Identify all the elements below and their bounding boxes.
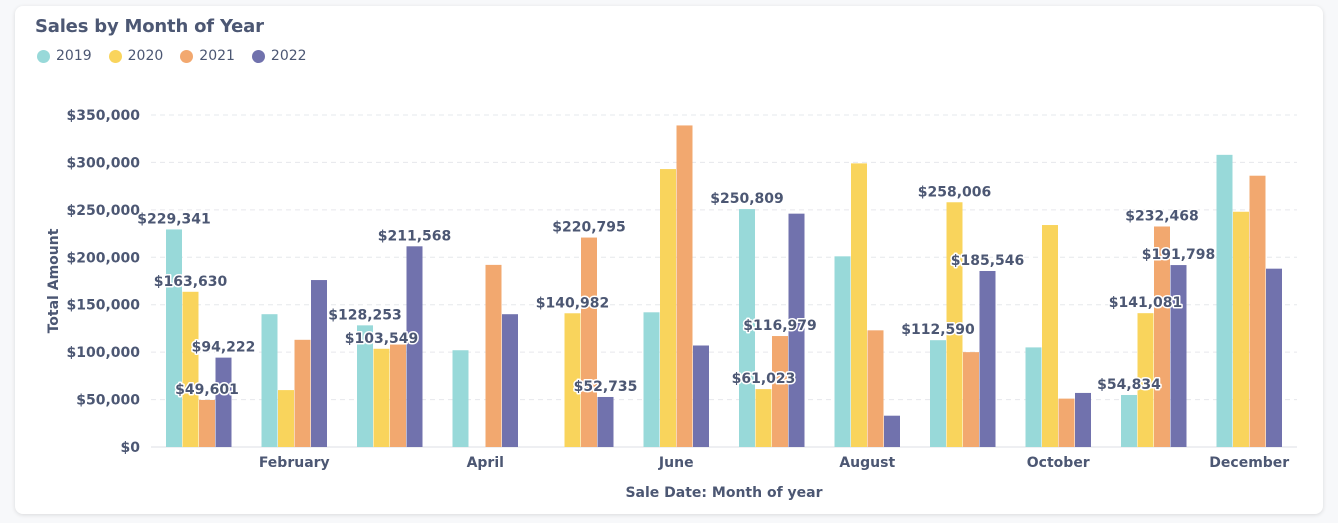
legend-dot xyxy=(180,49,194,63)
data-label: $250,809 xyxy=(710,191,784,207)
bar-2020-november[interactable] xyxy=(1137,313,1154,447)
bar-2021-september[interactable] xyxy=(963,352,979,447)
bar-2021-december[interactable] xyxy=(1249,175,1266,448)
x-axis-label: Sale Date: Month of year xyxy=(625,485,822,501)
bar-2022-april[interactable] xyxy=(502,314,518,447)
x-tick-label: December xyxy=(1209,455,1289,471)
data-label: $49,601 xyxy=(175,382,239,398)
bar-2022-july[interactable] xyxy=(788,213,805,447)
y-tick-label: $100,000 xyxy=(66,345,140,361)
bar-2021-march[interactable] xyxy=(390,344,406,447)
data-label: $191,798 xyxy=(1142,247,1216,263)
y-tick-label: $250,000 xyxy=(66,203,140,219)
data-label: $229,341 xyxy=(137,211,211,227)
bar-2019-july[interactable] xyxy=(739,209,755,447)
data-label: $112,590 xyxy=(901,322,975,338)
bar-chart: $0 $50,000 $100,000 $150,000 $200,000 $250,00… xyxy=(46,108,1297,501)
bar-2021-july[interactable] xyxy=(772,336,788,447)
bar-2020-october[interactable] xyxy=(1042,225,1058,447)
bar-2022-september[interactable] xyxy=(979,270,996,447)
bar-2021-january[interactable] xyxy=(199,399,215,447)
bar-2022-august[interactable] xyxy=(884,415,900,447)
bar-2021-february[interactable] xyxy=(294,339,311,447)
bar-2019-june[interactable] xyxy=(643,312,660,447)
data-label: $54,834 xyxy=(1097,377,1161,393)
data-label: $94,222 xyxy=(192,340,256,356)
y-tick-label: $350,000 xyxy=(66,108,140,124)
x-tick-label: October xyxy=(1027,455,1090,471)
legend-label: 2019 xyxy=(56,48,92,64)
y-tick-label: $0 xyxy=(121,440,141,456)
data-label: $52,735 xyxy=(574,379,638,395)
bar-2020-february[interactable] xyxy=(278,390,294,447)
chart-legend: 2019 2020 2021 2022 xyxy=(37,48,307,64)
bar-2021-october[interactable] xyxy=(1058,398,1075,447)
bar-2022-march[interactable] xyxy=(406,246,423,447)
legend-item-2021[interactable]: 2021 xyxy=(180,48,235,64)
data-label: $116,979 xyxy=(743,318,817,334)
bar-2021-august[interactable] xyxy=(867,330,884,447)
bar-2020-september[interactable] xyxy=(946,202,963,447)
bar-2019-april[interactable] xyxy=(452,350,469,447)
bar-2020-march[interactable] xyxy=(373,348,390,447)
legend-item-2019[interactable]: 2019 xyxy=(37,48,92,64)
bar-2021-june[interactable] xyxy=(676,125,693,447)
data-label: $141,081 xyxy=(1109,295,1183,311)
data-label: $258,006 xyxy=(918,184,992,200)
chart-title[interactable]: Sales by Month of Year xyxy=(35,16,264,37)
bar-2019-march[interactable] xyxy=(357,325,373,447)
bar-2020-august[interactable] xyxy=(851,163,867,447)
y-tick-label: $150,000 xyxy=(66,298,140,314)
bar-2022-may[interactable] xyxy=(597,396,614,447)
bar-2022-october[interactable] xyxy=(1075,392,1091,447)
x-tick-label: February xyxy=(259,455,330,471)
bar-2020-december[interactable] xyxy=(1233,211,1249,447)
data-label: $185,546 xyxy=(951,253,1025,269)
legend-item-2020[interactable]: 2020 xyxy=(108,48,164,64)
data-label: $220,795 xyxy=(552,220,626,236)
bar-2019-october[interactable] xyxy=(1025,347,1042,447)
bar-2022-november[interactable] xyxy=(1170,265,1187,447)
bar-2021-april[interactable] xyxy=(485,264,502,447)
bar-2022-february[interactable] xyxy=(311,280,327,447)
data-label: $211,568 xyxy=(378,228,452,244)
bar-2019-september[interactable] xyxy=(930,340,946,447)
legend-dot xyxy=(37,49,50,63)
bar-2021-may[interactable] xyxy=(581,237,597,447)
bar-2019-november[interactable] xyxy=(1121,394,1137,447)
legend-label: 2021 xyxy=(199,48,235,64)
legend-dot xyxy=(108,49,122,63)
x-tick-label: August xyxy=(839,455,895,471)
data-label: $61,023 xyxy=(732,371,796,387)
bar-2019-december[interactable] xyxy=(1216,154,1233,447)
bar-2019-january[interactable] xyxy=(166,229,182,447)
data-label: $128,253 xyxy=(328,307,402,323)
chart-card: Sales by Month of Year 2019 2020 2021 2022 … xyxy=(15,6,1323,514)
data-label: $232,468 xyxy=(1125,208,1199,224)
y-tick-label: $200,000 xyxy=(66,250,140,266)
y-tick-label: $300,000 xyxy=(66,155,140,171)
bar-2022-january[interactable] xyxy=(215,357,232,447)
bar-2020-may[interactable] xyxy=(564,313,581,447)
legend-dot xyxy=(251,49,265,63)
bar-2020-june[interactable] xyxy=(660,169,676,447)
bar-2020-july[interactable] xyxy=(755,389,772,447)
legend-label: 2020 xyxy=(127,48,164,64)
y-axis-label: Total Amount xyxy=(46,228,62,333)
data-label: $163,630 xyxy=(154,274,228,290)
bar-2019-august[interactable] xyxy=(834,256,851,447)
bar-2021-november[interactable] xyxy=(1154,226,1170,447)
x-tick-label: June xyxy=(658,455,694,471)
x-tick-label: April xyxy=(467,455,504,471)
data-label: $140,982 xyxy=(536,295,610,311)
data-label: $103,549 xyxy=(345,331,419,347)
bar-2022-june[interactable] xyxy=(693,345,709,447)
bar-2019-february[interactable] xyxy=(261,314,278,447)
legend-label: 2022 xyxy=(270,48,307,64)
y-tick-label: $50,000 xyxy=(76,393,140,409)
bar-2020-january[interactable] xyxy=(182,291,199,447)
legend-item-2022[interactable]: 2022 xyxy=(251,48,307,64)
bar-2022-december[interactable] xyxy=(1266,268,1282,447)
